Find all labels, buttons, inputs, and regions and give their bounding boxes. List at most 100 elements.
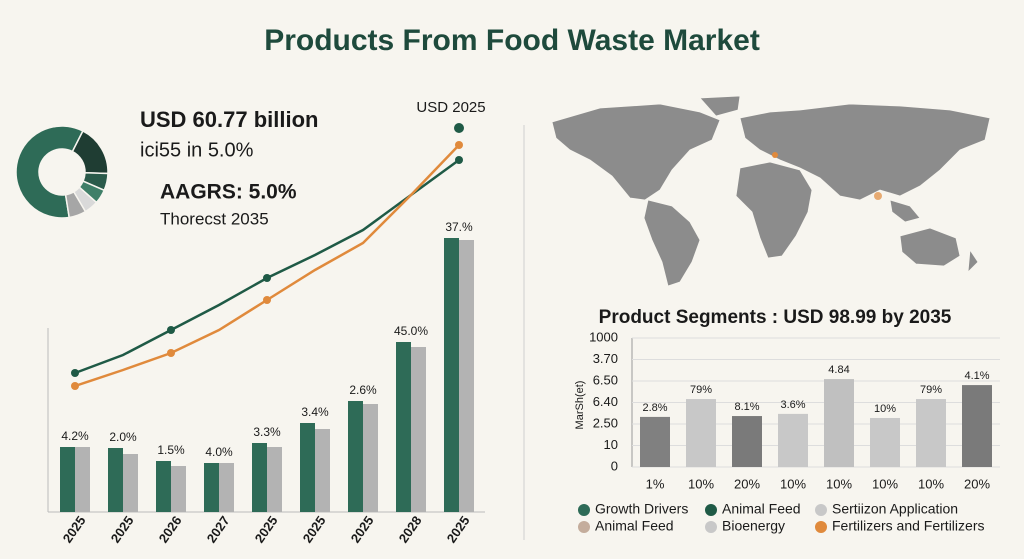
legend-label: Growth Drivers [595,501,688,517]
x-tick-label: 2025 [348,513,377,545]
bar [459,240,474,512]
bar [315,429,330,512]
bar-label: 4.2% [61,429,89,443]
x-tick-label: 2025 [252,513,281,545]
bar-label: 3.3% [253,425,281,439]
annotation-dot [454,123,464,133]
bar [156,461,171,512]
x-tick-label: 1% [646,476,665,491]
bar-label: 8.1% [734,401,759,413]
trend-point [263,296,271,304]
bar [363,404,378,512]
bar-label: 2.8% [642,402,667,414]
bar [870,417,900,467]
legend-label: Animal Feed [595,518,674,534]
x-tick-label: 10% [826,476,852,491]
bar [75,447,90,512]
legend-swatch [578,521,590,533]
bar [778,413,808,467]
segments-title: Product Segments : USD 98.99 by 2035 [599,307,952,328]
bar [640,416,670,467]
map-highlight [874,192,882,200]
x-tick-label: 10% [918,476,944,491]
legend-swatch [815,521,827,533]
headline: USD 60.77 billion [140,107,319,132]
x-tick-label: 2025 [108,513,137,545]
trend-point [71,369,79,377]
title: Products From Food Waste Market [264,24,760,57]
bar [396,342,411,512]
y-tick-label: 6.40 [593,394,618,409]
bar [411,347,426,512]
y-tick-label: 3.70 [593,351,618,366]
legend-label: Sertiizon Application [832,501,958,517]
bar [252,443,267,512]
x-tick-label: 2026 [156,513,185,545]
trend-point [71,382,79,390]
x-tick-label: 2025 [60,513,89,545]
y-tick-label: 1000 [589,329,618,344]
x-tick-label: 10% [688,476,714,491]
bar-label: 4.84 [828,364,849,376]
donut-slice [15,125,84,219]
legend-label: Fertilizers and Fertilizers [832,518,984,534]
bar [686,399,716,467]
x-tick-label: 20% [734,476,760,491]
legend-swatch [705,521,717,533]
subline: ici55 in 5.0% [140,139,254,161]
y-tick-label: 2.50 [593,415,618,430]
legend-swatch [815,504,827,516]
y-tick-label: 0 [611,458,618,473]
bar-label: 4.0% [205,445,233,459]
trend-point [455,141,463,149]
x-tick-label: 2028 [396,513,425,545]
bar-label: 10% [874,403,896,415]
annotation: USD 2025 [416,99,485,116]
donut-slice [64,190,87,219]
x-tick-label: 2027 [204,513,233,545]
bar-label: 2.6% [349,383,377,397]
cagr: AAGRS: 5.0% [160,181,297,204]
bar-label: 37.% [445,220,473,234]
bar [123,454,138,512]
x-tick-label: 10% [872,476,898,491]
x-tick-label: 20% [964,476,990,491]
bar [267,447,282,512]
forecast: Thorecst 2035 [160,209,269,228]
bar [962,385,992,467]
bar [348,401,363,512]
trend-point [263,274,271,282]
bar [60,447,75,512]
map-highlight [772,152,778,158]
bar-label: 79% [920,384,942,396]
y-axis-label: MarSh(et) [574,381,586,430]
trend-point [167,349,175,357]
bar [824,379,854,467]
bar [300,423,315,512]
bar-label: 3.4% [301,405,329,419]
y-tick-label: 10 [604,437,618,452]
bar-label: 3.6% [780,399,805,411]
x-tick-label: 2025 [300,513,329,545]
world-map [551,95,991,287]
bar-label: 2.0% [109,430,137,444]
legend-label: Animal Feed [722,501,801,517]
trend-point [167,326,175,334]
bar [916,399,946,467]
legend-swatch [705,504,717,516]
y-tick-label: 6.50 [593,372,618,387]
x-tick-label: 10% [780,476,806,491]
bar [732,416,762,467]
x-tick-label: 2025 [444,513,473,545]
legend-swatch [578,504,590,516]
bar-label: 1.5% [157,443,185,457]
bar [108,448,123,512]
bar-label: 45.0% [394,324,428,338]
bar [444,238,459,512]
bar [204,463,219,512]
bar [171,466,186,512]
bar [219,463,234,512]
bar-label: 79% [690,384,712,396]
